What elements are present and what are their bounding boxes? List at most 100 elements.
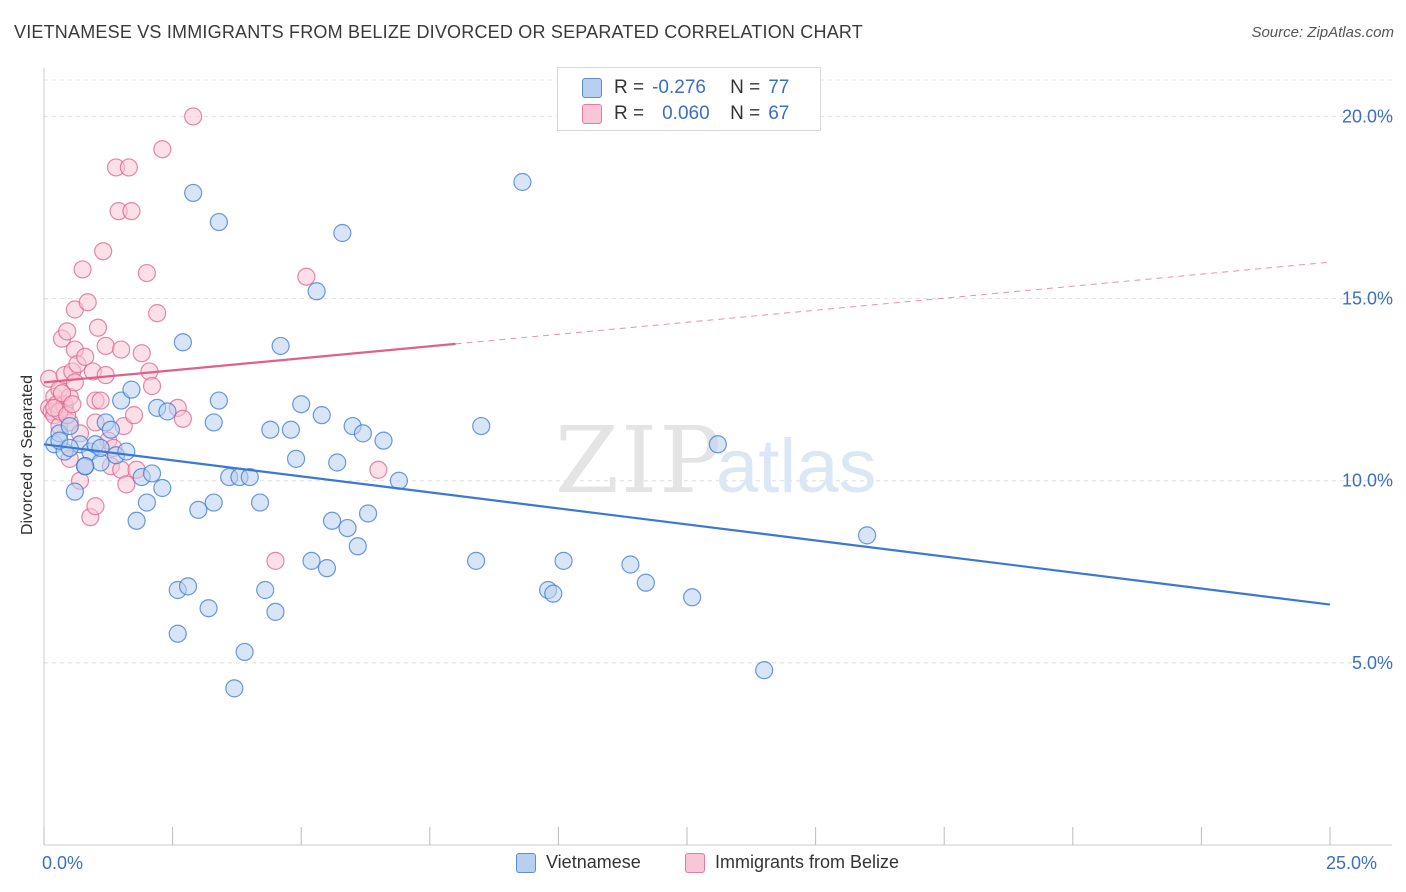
point-vietnamese <box>256 580 275 600</box>
point-vietnamese <box>225 679 244 698</box>
point-vietnamese <box>266 602 285 621</box>
point-vietnamese <box>250 493 270 512</box>
point-vietnamese <box>513 172 532 192</box>
point-vietnamese <box>122 380 141 399</box>
y-tick-label: 15.0% <box>1342 289 1393 309</box>
bottom-legend-label: Vietnamese <box>546 852 641 872</box>
point-belize <box>124 406 144 425</box>
bottom-legend-swatch-belize <box>685 852 705 873</box>
point-vietnamese <box>544 584 563 603</box>
point-belize <box>266 551 285 570</box>
point-belize <box>117 475 136 494</box>
legend-row-vietnamese: R = -0.276 N = 77 <box>582 76 789 100</box>
point-belize <box>369 460 388 479</box>
point-belize <box>137 263 156 283</box>
point-belize <box>142 376 162 396</box>
point-vietnamese <box>142 464 162 483</box>
point-vietnamese <box>286 449 306 468</box>
point-vietnamese <box>209 391 228 410</box>
watermark-atlas: atlas <box>716 424 877 509</box>
point-vietnamese <box>204 493 223 512</box>
point-belize <box>78 293 97 312</box>
point-vietnamese <box>708 435 727 454</box>
x-min-label: 0.0% <box>42 853 84 873</box>
point-belize <box>86 497 105 516</box>
point-vietnamese <box>101 420 120 439</box>
y-tick-label: 5.0% <box>1352 653 1393 673</box>
legend-r-label: R = <box>614 77 645 98</box>
point-belize <box>63 395 82 414</box>
chart-title: VIETNAMESE VS IMMIGRANTS FROM BELIZE DIV… <box>14 22 863 42</box>
x-max-label: 25.0% <box>1326 853 1378 873</box>
point-vietnamese <box>178 577 198 596</box>
point-belize <box>122 202 141 221</box>
bottom-legend: Vietnamese Immigrants from Belize <box>0 852 1406 878</box>
bottom-legend-vietnamese[interactable]: Vietnamese <box>516 852 641 873</box>
point-vietnamese <box>76 457 95 476</box>
bottom-legend-belize[interactable]: Immigrants from Belize <box>685 852 899 873</box>
point-belize <box>119 158 138 177</box>
point-belize <box>297 267 316 286</box>
point-vietnamese <box>91 438 110 458</box>
point-belize <box>148 304 167 323</box>
legend-row-belize: R = 0.060 N = 67 <box>582 102 789 126</box>
point-vietnamese <box>333 223 352 243</box>
point-vietnamese <box>472 416 491 436</box>
point-vietnamese <box>184 183 203 203</box>
point-belize <box>112 340 131 359</box>
legend-swatch-belize <box>582 104 602 124</box>
trend-line-vietnamese <box>43 443 1331 606</box>
point-belize <box>91 391 110 410</box>
point-vietnamese <box>636 573 655 592</box>
point-vietnamese <box>466 551 486 570</box>
point-belize <box>76 347 95 366</box>
point-vietnamese <box>554 551 573 570</box>
y-tick-label: 20.0% <box>1342 106 1393 126</box>
point-vietnamese <box>127 511 146 530</box>
legend-r-value: 0.060 <box>662 103 710 124</box>
point-vietnamese <box>204 413 223 432</box>
bottom-legend-swatch-vietnamese <box>516 852 536 873</box>
point-belize <box>96 336 115 356</box>
point-vietnamese <box>683 588 702 607</box>
point-vietnamese <box>209 212 228 232</box>
legend-r-value: -0.276 <box>652 77 706 98</box>
point-vietnamese <box>60 416 79 436</box>
point-belize <box>88 318 108 337</box>
point-vietnamese <box>235 642 254 662</box>
legend-n-label: N = <box>730 103 761 124</box>
source-label: Source: ZipAtlas.com <box>1251 24 1394 41</box>
point-vietnamese <box>307 282 326 301</box>
legend-n-label: N = <box>730 77 761 98</box>
legend-n-value: 77 <box>768 77 790 98</box>
point-vietnamese <box>158 402 177 421</box>
point-vietnamese <box>328 453 347 472</box>
point-vietnamese <box>65 482 84 501</box>
point-vietnamese <box>322 511 342 530</box>
point-vietnamese <box>358 504 378 523</box>
legend-swatch-vietnamese <box>582 78 602 98</box>
point-vietnamese <box>199 599 218 618</box>
point-belize <box>58 322 77 341</box>
point-vietnamese <box>271 336 290 356</box>
legend-n-value: 67 <box>768 103 790 124</box>
stats-legend: R = -0.276 N = 77 R = 0.060 N = 67 <box>557 67 821 131</box>
point-vietnamese <box>389 471 409 490</box>
point-vietnamese <box>173 333 192 352</box>
point-vietnamese <box>374 431 393 450</box>
point-vietnamese <box>153 478 172 498</box>
point-vietnamese <box>302 551 321 570</box>
point-belize <box>153 140 172 159</box>
trend-line-belize-dashed <box>455 261 1331 345</box>
point-vietnamese <box>348 537 367 556</box>
point-belize <box>184 107 203 126</box>
point-vietnamese <box>292 395 311 414</box>
watermark-zip: ZIP <box>555 407 723 514</box>
point-vietnamese <box>189 500 208 519</box>
bottom-legend-label: Immigrants from Belize <box>715 852 900 872</box>
point-vietnamese <box>317 559 337 578</box>
point-vietnamese <box>338 518 357 538</box>
legend-r-label: R = <box>614 103 645 124</box>
point-belize <box>73 260 92 279</box>
